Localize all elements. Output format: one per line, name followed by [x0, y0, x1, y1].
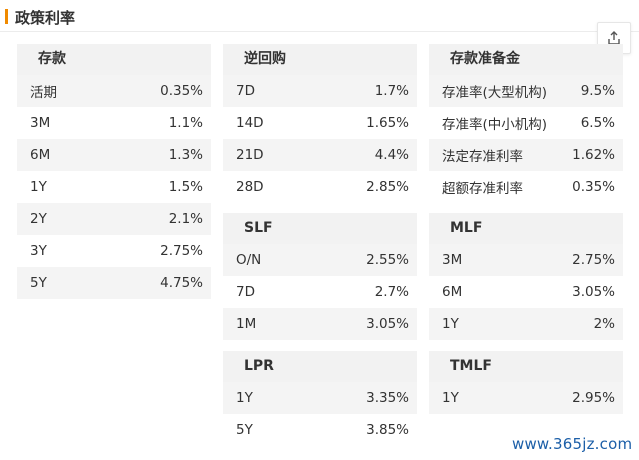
row-value: 3.35%	[366, 390, 409, 406]
watermark-text: www.365jz.com	[512, 435, 633, 453]
row-value: 0.35%	[572, 179, 615, 195]
row-value: 1.7%	[374, 83, 409, 99]
lpr-table: LPR 1Y 3.35% 5Y 3.85%	[223, 351, 417, 446]
table-row: 28D 2.85%	[223, 171, 417, 203]
table-row: 存准率(大型机构) 9.5%	[429, 75, 623, 107]
row-label: 2Y	[30, 211, 47, 227]
reserve-table: 存款准备金 存准率(大型机构) 9.5% 存准率(中小机构) 6.5% 法定存准利率…	[429, 44, 623, 203]
reverse-repo-title: 逆回购	[223, 44, 417, 75]
slf-title: SLF	[223, 213, 417, 244]
table-row: 1M 3.05%	[223, 308, 417, 340]
row-value: 2.7%	[374, 284, 409, 300]
table-row: 1Y 1.5%	[17, 171, 211, 203]
reverse-repo-table: 逆回购 7D 1.7% 14D 1.65% 21D 4.4% 28D 2.85%	[223, 44, 417, 203]
row-value: 2%	[593, 316, 615, 332]
row-label: 3M	[30, 115, 51, 131]
table-row: 3M 1.1%	[17, 107, 211, 139]
row-value: 0.35%	[160, 83, 203, 99]
row-label: 3M	[442, 252, 463, 268]
row-label: 5Y	[236, 422, 253, 438]
row-label: 7D	[236, 83, 255, 99]
table-row: 6M 1.3%	[17, 139, 211, 171]
row-value: 4.75%	[160, 275, 203, 291]
reserve-title: 存款准备金	[429, 44, 623, 75]
row-label: 1Y	[442, 316, 459, 332]
row-value: 2.85%	[366, 179, 409, 195]
row-value: 2.55%	[366, 252, 409, 268]
lpr-title: LPR	[223, 351, 417, 382]
row-label: 21D	[236, 147, 264, 163]
row-label: 7D	[236, 284, 255, 300]
row-value: 1.5%	[168, 179, 203, 195]
row-label: 1M	[236, 316, 257, 332]
row-value: 1.1%	[168, 115, 203, 131]
table-row: 6M 3.05%	[429, 276, 623, 308]
table-row: 14D 1.65%	[223, 107, 417, 139]
row-label: 活期	[30, 85, 57, 101]
deposit-title: 存款	[17, 44, 211, 75]
table-row: 1Y 2%	[429, 308, 623, 340]
row-label: 5Y	[30, 275, 47, 291]
table-row: 超额存准利率 0.35%	[429, 171, 623, 203]
title-accent-bar	[5, 9, 8, 24]
row-value: 4.4%	[374, 147, 409, 163]
table-row: 1Y 3.35%	[223, 382, 417, 414]
panel-title: 政策利率	[15, 9, 76, 27]
tmlf-title: TMLF	[429, 351, 623, 382]
row-value: 1.65%	[366, 115, 409, 131]
row-value: 3.05%	[366, 316, 409, 332]
deposit-table: 存款 活期 0.35% 3M 1.1% 6M 1.3% 1Y 1.5% 2Y 2.1% 3…	[17, 44, 211, 299]
table-row: 存准率(中小机构) 6.5%	[429, 107, 623, 139]
row-label: 1Y	[442, 390, 459, 406]
table-row: 法定存准利率 1.62%	[429, 139, 623, 171]
row-value: 3.85%	[366, 422, 409, 438]
table-row: 活期 0.35%	[17, 75, 211, 107]
row-label: O/N	[236, 252, 262, 268]
row-value: 3.05%	[572, 284, 615, 300]
row-label: 存准率(大型机构)	[442, 85, 548, 101]
row-value: 2.95%	[572, 390, 615, 406]
mlf-table: MLF 3M 2.75% 6M 3.05% 1Y 2%	[429, 213, 623, 340]
row-value: 6.5%	[580, 115, 615, 131]
table-row: 5Y 3.85%	[223, 414, 417, 446]
row-label: 超额存准利率	[442, 181, 523, 197]
row-label: 6M	[30, 147, 51, 163]
row-value: 1.62%	[572, 147, 615, 163]
row-label: 存准率(中小机构)	[442, 117, 548, 133]
row-value: 2.75%	[160, 243, 203, 259]
row-value: 1.3%	[168, 147, 203, 163]
table-row: 3Y 2.75%	[17, 235, 211, 267]
row-label: 6M	[442, 284, 463, 300]
row-value: 2.75%	[572, 252, 615, 268]
row-label: 3Y	[30, 243, 47, 259]
panel-header: 政策利率	[0, 0, 639, 32]
table-row: 21D 4.4%	[223, 139, 417, 171]
mlf-title: MLF	[429, 213, 623, 244]
table-row: 7D 1.7%	[223, 75, 417, 107]
table-row: 2Y 2.1%	[17, 203, 211, 235]
row-label: 1Y	[236, 390, 253, 406]
slf-table: SLF O/N 2.55% 7D 2.7% 1M 3.05%	[223, 213, 417, 340]
row-label: 1Y	[30, 179, 47, 195]
table-row: O/N 2.55%	[223, 244, 417, 276]
row-label: 14D	[236, 115, 264, 131]
table-row: 5Y 4.75%	[17, 267, 211, 299]
row-label: 28D	[236, 179, 264, 195]
table-row: 1Y 2.95%	[429, 382, 623, 414]
table-row: 7D 2.7%	[223, 276, 417, 308]
row-value: 9.5%	[580, 83, 615, 99]
row-value: 2.1%	[168, 211, 203, 227]
tmlf-table: TMLF 1Y 2.95%	[429, 351, 623, 414]
row-label: 法定存准利率	[442, 149, 523, 165]
table-row: 3M 2.75%	[429, 244, 623, 276]
